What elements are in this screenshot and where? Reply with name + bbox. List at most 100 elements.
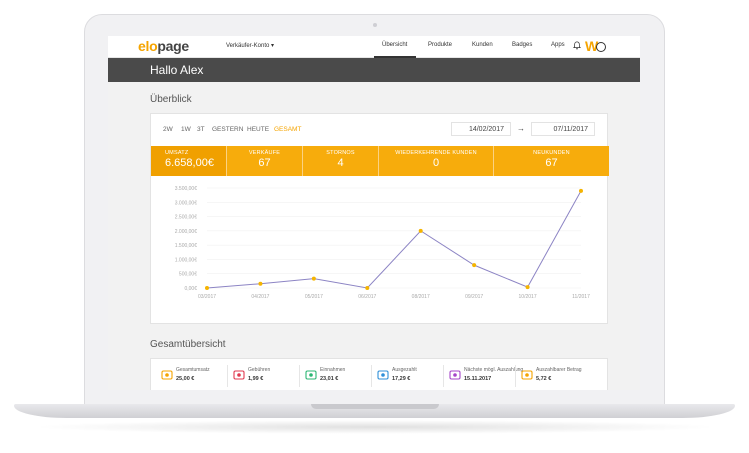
nav-item-badges[interactable]: Badges [512,42,533,48]
caret-down-icon: ▾ [271,43,275,49]
kpi-label: WIEDERKEHRENDE KUNDEN [395,150,477,156]
summary-card: Gesamtumsatz 25,00 € Gebühren 1,99 € Einnahm… [150,358,608,390]
logo-secondary: page [157,38,189,54]
revenue-line-chart: 0,00€ 500,00€ 1.000,00€ 1.500,00€ 2.000,00€ 2… [175,186,590,300]
money-icon [161,370,173,380]
range-gestern[interactable]: GESTERN [212,126,244,133]
logo-primary: elo [138,38,158,54]
kpi-stornos[interactable]: STORNOS 4 [303,146,379,176]
range-2w[interactable]: 2W [163,126,173,133]
stat-divider [443,365,444,387]
x-tick-label: 10/2017 [519,294,537,300]
greeting-bar: Hallo Alex [108,58,640,82]
data-point [525,285,530,290]
camera-icon [373,23,377,27]
account-dropdown[interactable]: Verkäufer-Konto ▾ [226,42,274,49]
summary-stat-value: 15.11.2017 [464,376,492,382]
clock-icon [596,42,607,52]
kpi-wiederkehrende-kunden[interactable]: WIEDERKEHRENDE KUNDEN 0 [379,146,494,176]
nav-item-overview[interactable]: Übersicht [382,42,408,48]
summary-stat-label: Einnahmen [320,367,346,373]
y-tick-label: 1.500,00€ [175,243,197,249]
stat-divider [515,365,516,387]
y-tick-label: 3.000,00€ [175,200,197,206]
stat-divider [299,365,300,387]
active-tab-indicator [374,56,416,58]
arrow-right-icon: → [517,124,525,133]
calendar-icon [449,370,461,380]
summary-stat-label: Gesamtumsatz [176,367,210,373]
range-3t[interactable]: 3T [197,126,205,133]
avatar-letter: W [585,38,598,54]
kpi-bar: UMSATZ 6.658,00€ VERKÄUFE 67 STORNOS 4 W… [151,146,609,176]
data-point [205,286,209,290]
kpi-label: UMSATZ [165,150,189,156]
summary-stat-value: 5,72 € [536,376,552,382]
x-tick-label: 08/2017 [412,294,430,300]
x-tick-label: 03/2017 [198,294,216,300]
payout-icon [377,370,389,380]
summary-stat-label: Nächste mögl. Auszahlung [464,367,524,373]
x-tick-label: 05/2017 [305,294,323,300]
kpi-verkaeufe[interactable]: VERKÄUFE 67 [227,146,303,176]
range-1w[interactable]: 1W [181,126,191,133]
kpi-neukunden[interactable]: NEUKUNDEN 67 [494,146,609,176]
kpi-value: 0 [432,157,440,169]
nav-item-apps[interactable]: Apps [551,42,565,48]
avatar[interactable]: W [585,38,611,55]
kpi-label: STORNOS [326,150,355,156]
kpi-value: 67 [545,157,558,169]
data-point [258,281,263,286]
summary-stat-label: Gebühren [248,367,271,373]
data-point [579,188,583,193]
y-tick-label: 2.000,00€ [175,229,197,235]
bell-icon[interactable] [573,41,581,50]
y-tick-label: 3.500,00€ [175,186,197,192]
overview-card: 2W 1W 3T GESTERN HEUTE GESAMT 14/02/2017… [150,113,609,324]
laptop-base [14,404,735,418]
kpi-value: 67 [258,157,271,169]
kpi-value: 6.658,00€ [165,157,214,169]
data-point [311,276,316,281]
logo[interactable]: elopage [138,38,189,54]
range-gesamt[interactable]: GESAMT [274,126,302,133]
x-tick-label: 06/2017 [358,294,376,300]
laptop-shadow [30,420,720,434]
series-line [206,190,582,289]
kpi-label: VERKÄUFE [248,150,281,156]
nav-item-customers[interactable]: Kunden [472,42,493,48]
y-tick-label: 2.500,00€ [175,215,197,221]
y-tick-label: 0,00€ [184,286,197,292]
data-point [472,263,477,268]
kpi-umsatz[interactable]: UMSATZ 6.658,00€ [151,146,227,176]
x-tick-label: 04/2017 [251,294,269,300]
laptop-notch [311,404,439,409]
date-from-input[interactable]: 14/02/2017 [451,122,511,136]
y-tick-label: 1.000,00€ [175,257,197,263]
overview-title: Überblick [150,94,192,105]
y-tick-label: 500,00€ [179,272,197,278]
range-heute[interactable]: HEUTE [247,126,270,133]
stat-divider [227,365,228,387]
summary-stat-value: 1,99 € [248,376,264,382]
data-point [418,228,423,233]
app-screen: elopage Verkäufer-Konto ▾ Übersicht Prod… [108,36,640,390]
x-tick-label: 11/2017 [572,294,590,300]
fees-icon [233,370,245,380]
top-navigation: elopage Verkäufer-Konto ▾ Übersicht Prod… [108,36,640,58]
date-to-input[interactable]: 07/11/2017 [531,122,595,136]
summary-title: Gesamtübersicht [150,339,226,350]
summary-stat-value: 17,29 € [392,376,411,382]
summary-stat-value: 23,01 € [320,376,339,382]
wallet-icon [521,370,533,380]
income-icon [305,370,317,380]
nav-item-products[interactable]: Produkte [428,42,453,48]
summary-stat-label: Ausgezahlt [392,367,417,373]
account-label: Verkäufer-Konto [226,43,270,49]
data-point [365,286,370,290]
x-tick-label: 09/2017 [465,294,483,300]
kpi-value: 4 [337,157,344,169]
summary-stat-value: 25,00 € [176,376,195,382]
kpi-label: NEUKUNDEN [533,150,570,156]
summary-stat-label: Auszahlbarer Betrag [536,367,582,373]
